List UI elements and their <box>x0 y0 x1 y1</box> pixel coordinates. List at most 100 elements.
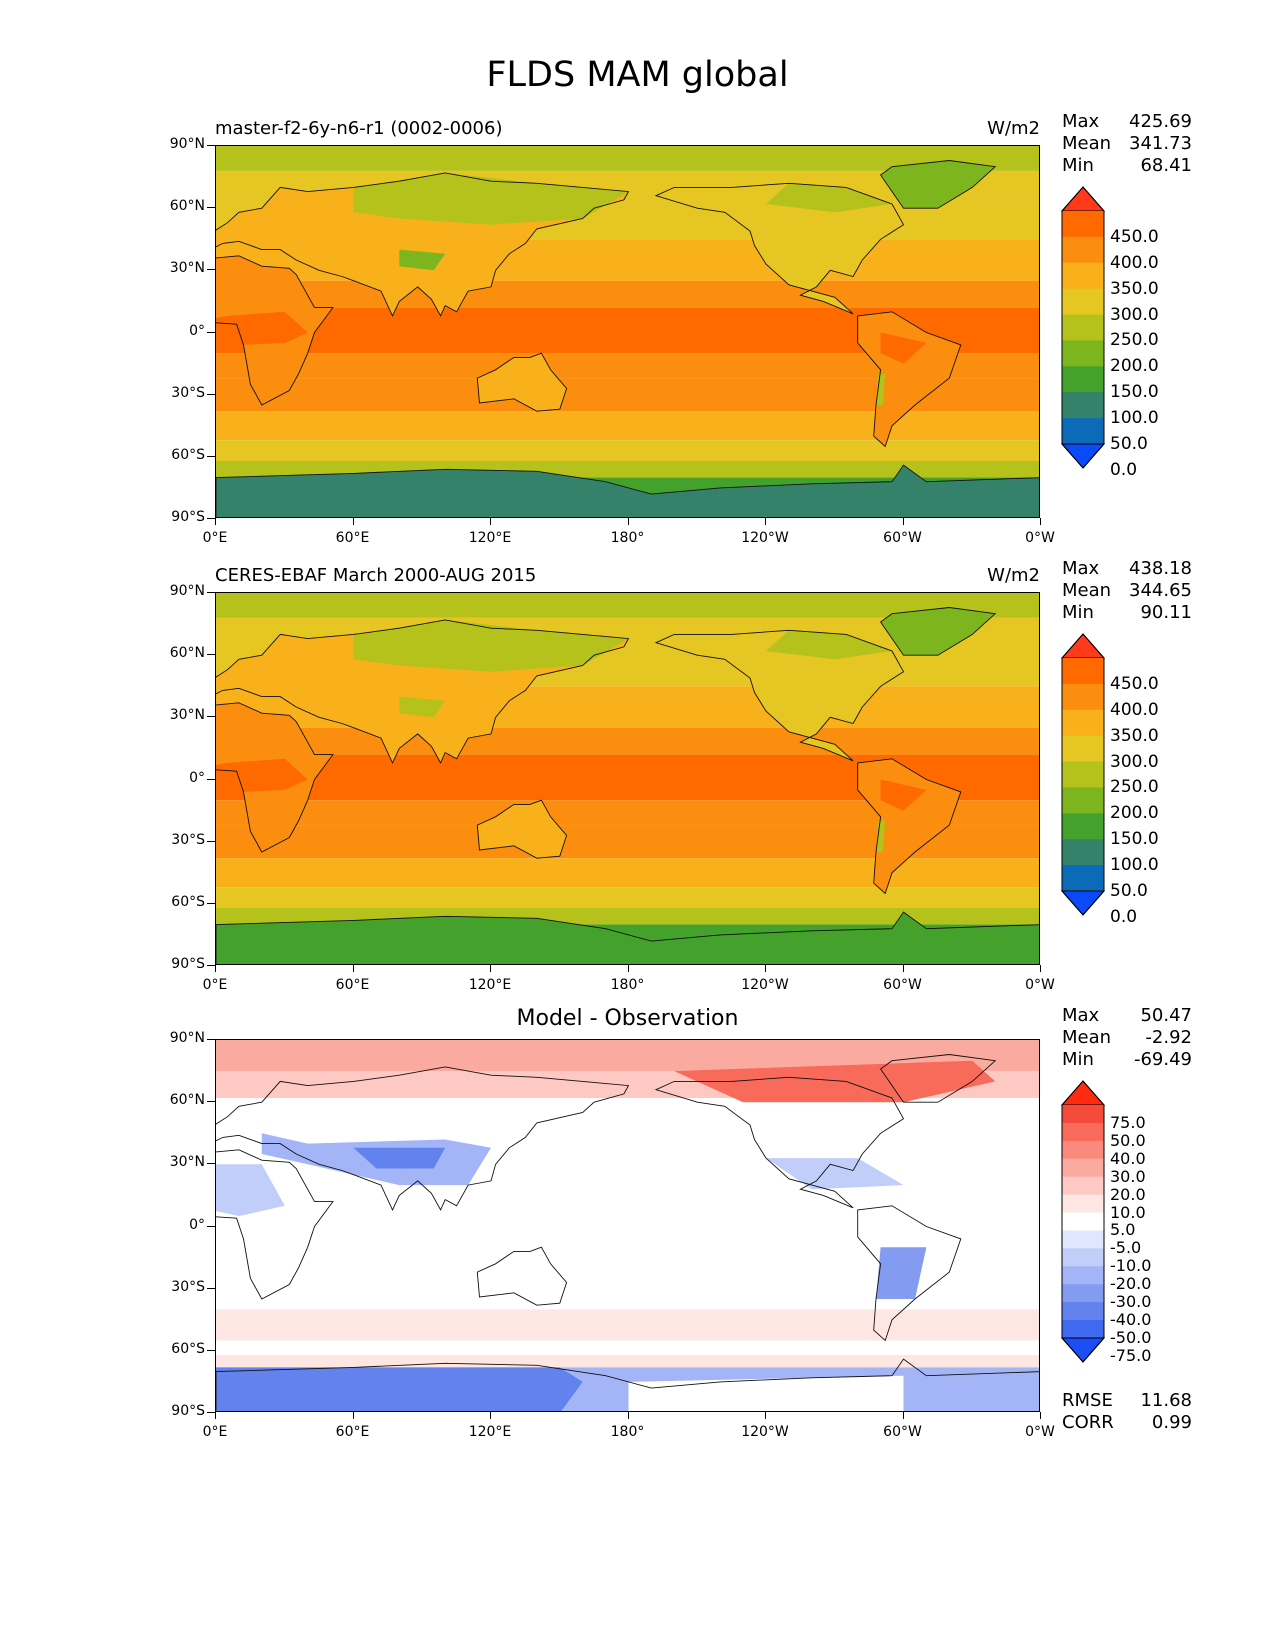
map1-coastline-africa <box>216 702 334 853</box>
map2-coastline-antarctica <box>216 1358 1039 1411</box>
lon-tick-mark <box>215 965 216 972</box>
lat-tick-mark <box>207 592 215 593</box>
lat-tick-label: 90°N <box>169 1030 205 1046</box>
colorbar-tick-label: -10.0 <box>1110 1256 1152 1276</box>
colorbar-tick-label: 350.0 <box>1110 725 1159 746</box>
lat-tick-label: 60°N <box>169 1092 205 1109</box>
colorbar-tick-label: 350.0 <box>1110 278 1159 299</box>
map0-amazon-field <box>880 332 927 364</box>
stats-row-max: Max 438.18 <box>1062 558 1192 580</box>
map2-sahara-neg <box>216 1164 285 1217</box>
lon-tick-mark <box>765 1412 766 1419</box>
map2-coastline-greenland <box>879 1054 997 1103</box>
stat-label: Min <box>1062 155 1094 176</box>
lat-tick-label: 90°S <box>171 956 205 972</box>
colorbar-tick-label: 300.0 <box>1110 304 1159 325</box>
colorbar-frame <box>1061 633 1105 916</box>
lat-tick-label: 60°S <box>171 1340 205 1357</box>
map0-coastline-antarctica <box>216 464 1039 517</box>
lat-tick-mark <box>207 455 215 457</box>
colorbar-swatch-3 <box>1062 709 1104 737</box>
stats-row-mean: Mean -2.92 <box>1062 1027 1192 1049</box>
map1-greenland-field <box>880 607 996 656</box>
lon-tick-label: 180° <box>610 1424 645 1440</box>
lat-tick-mark <box>207 840 215 842</box>
map0-greenland-field <box>880 160 996 209</box>
lon-tick-mark <box>627 965 629 972</box>
lon-tick-mark <box>627 518 629 525</box>
map2-band-6 <box>216 1340 1039 1355</box>
lon-tick-mark <box>1040 1412 1041 1419</box>
lat-tick-mark <box>207 1101 215 1103</box>
lat-tick-mark <box>207 1349 215 1351</box>
colorbar-swatch-9 <box>1062 418 1104 445</box>
stat-value: 50.47 <box>1140 1005 1192 1026</box>
lon-tick-label: 0°E <box>202 1424 228 1440</box>
colorbar-tick-label: -40.0 <box>1110 1310 1152 1330</box>
stat-label: Mean <box>1062 580 1112 601</box>
map-diff <box>215 1039 1040 1412</box>
colorbar-swatch-1 <box>1062 1105 1104 1124</box>
map0-coastline-samerica <box>857 311 962 448</box>
map0-andes-field <box>876 373 886 405</box>
stat-value: 68.41 <box>1140 155 1192 176</box>
lat-tick-label: 60°S <box>171 446 205 463</box>
colorbar-swatch-9 <box>1062 865 1104 892</box>
panel-title: Model - Observation <box>516 1006 739 1031</box>
colorbar-swatch-5 <box>1062 1176 1104 1196</box>
colorbar-tick-label: 450.0 <box>1110 673 1159 694</box>
map1-coastline-australia <box>476 799 568 859</box>
map1-amazon-field <box>880 779 927 811</box>
lat-tick-mark <box>207 393 215 395</box>
lat-tick-label: 30°N <box>169 1154 205 1171</box>
colorbar-swatch-1 <box>1062 211 1104 238</box>
colorbar-tick-label: 150.0 <box>1110 382 1159 403</box>
lat-tick-label: 90°N <box>169 136 205 152</box>
map1-australia-field <box>477 800 567 859</box>
metric-row-rmse: RMSE 11.68 <box>1062 1390 1192 1412</box>
lon-tick-label: 0°W <box>1025 1424 1055 1440</box>
metric-value: 11.68 <box>1140 1390 1192 1411</box>
metric-label: CORR <box>1062 1412 1114 1433</box>
lat-tick-mark <box>207 518 215 519</box>
colorbar-swatch-7 <box>1062 813 1104 840</box>
lon-tick-label: 0°E <box>202 977 228 993</box>
stat-label: Min <box>1062 1049 1094 1070</box>
lat-tick-label: 0° <box>189 322 205 339</box>
map0-band-4 <box>216 280 1039 308</box>
colorbar-tick-label: 200.0 <box>1110 803 1159 824</box>
lon-tick-label: 120°E <box>468 977 512 993</box>
stat-value: 438.18 <box>1129 558 1192 579</box>
map1-canada-field <box>766 630 892 660</box>
colorbar-tick-label: -30.0 <box>1110 1292 1152 1312</box>
colorbar-tick-label: -20.0 <box>1110 1274 1152 1294</box>
colorbar-swatch-11 <box>1062 1284 1104 1303</box>
colorbar-tick-label: 40.0 <box>1110 1148 1146 1168</box>
colorbar-swatch-5 <box>1062 314 1104 341</box>
map2-band-7 <box>216 1354 1039 1368</box>
map0-coastline-africa <box>216 255 334 406</box>
map1-tibet-field <box>399 696 446 718</box>
stat-label: Max <box>1062 1005 1100 1026</box>
lat-tick-label: 30°N <box>169 707 205 724</box>
colorbar <box>1060 185 1106 474</box>
stats-row-max: Max 425.69 <box>1062 111 1192 133</box>
colorbar-tick-label: 10.0 <box>1110 1202 1146 1222</box>
lon-tick-label: 120°E <box>468 530 512 546</box>
map1-band-8 <box>216 858 1039 888</box>
lon-tick-mark <box>1040 518 1041 525</box>
map0-eastant-field <box>307 487 560 517</box>
stat-value: 425.69 <box>1129 111 1192 132</box>
map1-band-9 <box>216 887 1039 908</box>
map1-coastline-namerica <box>654 629 905 762</box>
map2-band-2 <box>216 1098 1039 1134</box>
map1-andes-field <box>876 820 886 852</box>
colorbar-swatch-4 <box>1062 288 1104 316</box>
metrics-box: RMSE 11.68 CORR 0.99 <box>1062 1390 1192 1434</box>
colorbar-swatch-3 <box>1062 1140 1104 1160</box>
colorbar-swatch-9 <box>1062 1248 1104 1267</box>
lon-tick-label: 0°W <box>1025 977 1055 993</box>
map-canvas <box>216 593 1039 964</box>
map1-eastant-field <box>307 934 560 964</box>
colorbar-tick-label: 150.0 <box>1110 829 1159 850</box>
